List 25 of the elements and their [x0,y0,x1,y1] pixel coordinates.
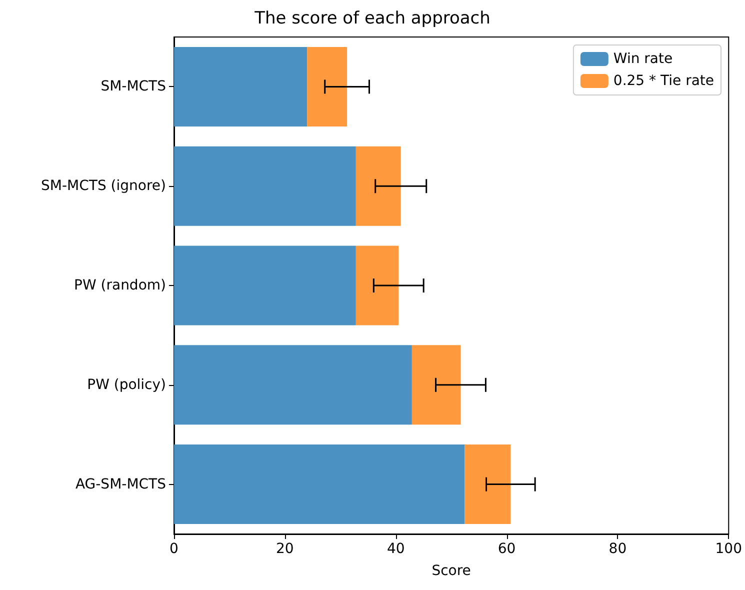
legend-label: Win rate [613,51,673,67]
x-tick-label: 60 [498,541,516,557]
y-tick-label: SM-MCTS (ignore) [41,178,166,194]
chart-title: The score of each approach [254,8,490,28]
x-tick-label: 0 [170,541,178,557]
x-tick-label: 80 [608,541,627,557]
x-tick-label: 100 [715,541,742,557]
bar [174,146,356,226]
bar [174,246,356,326]
y-tick-label: PW (random) [74,278,166,294]
bar [174,46,308,126]
y-tick-label: PW (policy) [87,376,166,393]
y-tick-label: SM-MCTS [100,78,166,95]
bar [174,444,465,524]
bar [174,345,412,425]
bar [307,46,348,126]
y-tick-label: AG-SM-MCTS [75,476,166,492]
x-tick-label: 40 [386,541,405,557]
bar [464,444,511,524]
bar [356,246,399,326]
legend-label: 0.25 * Tie rate [613,73,714,89]
x-tick-label: 20 [276,541,294,557]
x-axis-title: Score [432,563,471,579]
bar [412,345,461,425]
bar [356,146,401,226]
